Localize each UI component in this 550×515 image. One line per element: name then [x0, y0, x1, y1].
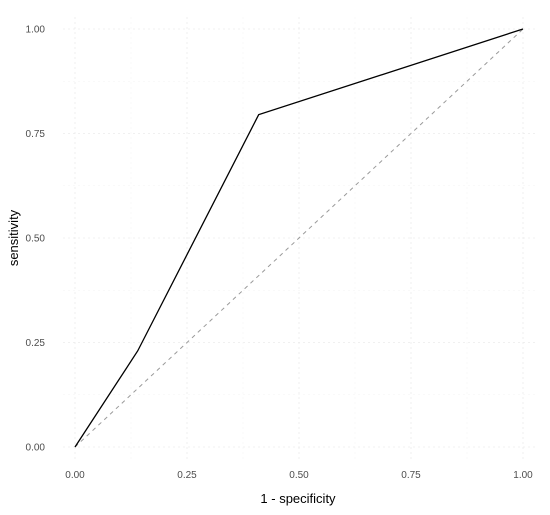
y-tick-label: 0.50 — [26, 234, 46, 245]
x-axis-title: 1 - specificity — [260, 491, 336, 506]
x-tick-label: 0.00 — [65, 470, 85, 481]
series-layer — [74, 28, 524, 448]
y-tick-label: 0.75 — [26, 129, 46, 140]
x-tick-label: 0.75 — [401, 470, 421, 481]
y-axis-ticks: 0.00 0.25 0.50 0.75 1.00 — [26, 25, 46, 454]
y-tick-label: 0.25 — [26, 338, 46, 349]
reference-diagonal-line — [74, 28, 524, 448]
x-tick-label: 0.25 — [177, 470, 197, 481]
y-axis-title: sensitivity — [6, 209, 21, 266]
x-axis-ticks: 0.00 0.25 0.50 0.75 1.00 — [65, 470, 533, 481]
x-tick-label: 1.00 — [513, 470, 533, 481]
roc-curve-line — [74, 28, 524, 448]
x-tick-label: 0.50 — [289, 470, 309, 481]
y-tick-label: 1.00 — [26, 25, 46, 36]
y-tick-label: 0.00 — [26, 443, 46, 454]
